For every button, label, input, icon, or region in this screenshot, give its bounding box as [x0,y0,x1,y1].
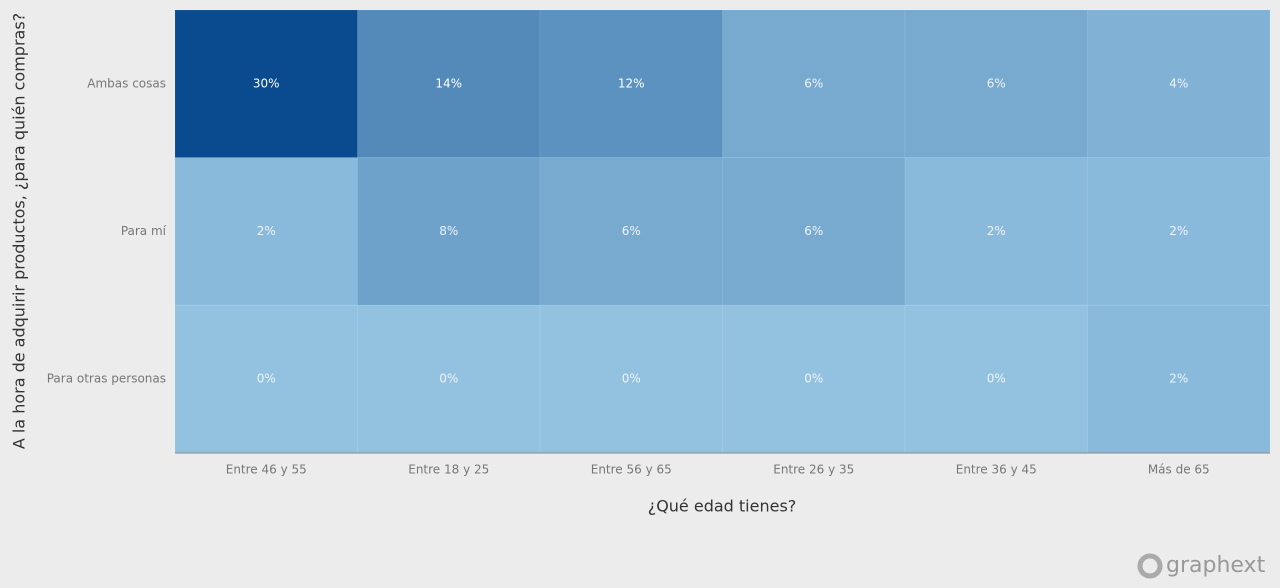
heatmap-cell [357,9,541,159]
heatmap-cell [722,157,906,306]
value-label: 6% [622,224,641,238]
heatmap-cell [357,157,541,306]
heatmap-cell [1087,157,1271,306]
value-label: 12% [618,76,645,90]
heatmap-cell [174,157,358,306]
heatmap-cell [174,304,358,454]
heatmap-cell [1087,304,1271,454]
x-tick-label: Entre 46 y 55 [226,463,307,477]
value-label: 6% [804,76,823,90]
value-label: 0% [257,372,276,386]
heatmap-cell [722,304,906,454]
value-label: 2% [1169,224,1188,238]
value-label: 30% [253,76,280,90]
value-label: 14% [435,76,462,90]
y-tick-label: Para mí [121,224,167,238]
x-tick-label: Entre 26 y 35 [773,463,854,477]
heatmap-cell [722,9,906,159]
x-tick-label: Entre 36 y 45 [956,463,1037,477]
value-label: 4% [1169,76,1188,90]
value-label: 6% [987,76,1006,90]
x-tick-label: Más de 65 [1148,463,1210,477]
heatmap-cell [357,304,541,454]
logo: graphext [1137,553,1266,579]
y-tick-label: Ambas cosas [87,76,166,90]
value-label: 0% [804,372,823,386]
value-label: 2% [1169,372,1188,386]
value-label: 0% [987,372,1006,386]
value-label: 0% [439,372,458,386]
heatmap-cell [904,304,1088,454]
y-tick-label: Para otras personas [47,372,166,386]
value-label: 2% [257,224,276,238]
heatmap-cell [1087,9,1271,159]
heatmap-cell [539,304,723,454]
value-label: 0% [622,372,641,386]
watermark: graphext [1166,553,1266,578]
y-axis-title: A la hora de adquirir productos, ¿para q… [10,13,29,449]
heatmap-cell [174,9,358,159]
x-axis-title: ¿Qué edad tienes? [648,497,797,516]
heatmap-cell [539,9,723,159]
logo-icon [1137,553,1163,579]
x-tick-label: Entre 56 y 65 [591,463,672,477]
value-label: 2% [987,224,1006,238]
value-label: 8% [439,224,458,238]
value-label: 6% [804,224,823,238]
x-tick-label: Entre 18 y 25 [408,463,489,477]
heatmap-cell [904,9,1088,159]
